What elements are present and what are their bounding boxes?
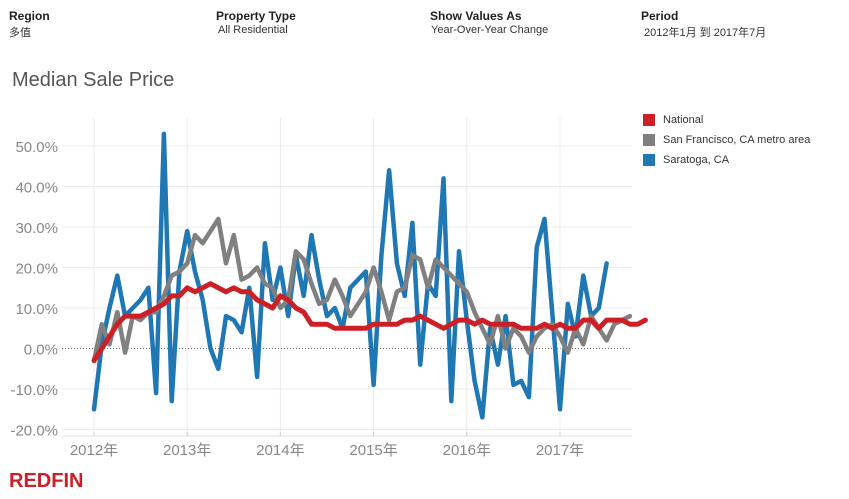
x-tick-label: 2017年 bbox=[536, 442, 584, 459]
legend-item-saratoga[interactable]: Saratoga, CA bbox=[643, 150, 810, 170]
x-tick-label: 2012年 bbox=[70, 442, 118, 459]
legend-swatch-san-francisco bbox=[643, 134, 655, 146]
filter-show-values-as-value[interactable]: Year-Over-Year Change bbox=[431, 24, 549, 36]
filter-show-values-as[interactable]: Show Values As Year-Over-Year Change bbox=[430, 9, 548, 36]
legend-swatch-national bbox=[643, 114, 655, 126]
y-tick-label: 0.0% bbox=[24, 342, 58, 359]
legend-swatch-saratoga bbox=[643, 154, 655, 166]
y-tick-label: 10.0% bbox=[15, 301, 58, 318]
filter-region[interactable]: Region 多值 bbox=[9, 9, 50, 40]
y-tick-label: 40.0% bbox=[15, 180, 58, 197]
chart-gridlines bbox=[62, 118, 632, 436]
chart-series bbox=[91, 131, 648, 420]
chart-title: Median Sale Price bbox=[12, 69, 175, 91]
y-tick-label: 50.0% bbox=[15, 139, 58, 156]
series-line-san-francisco[interactable] bbox=[91, 216, 633, 363]
y-tick-label: -10.0% bbox=[10, 382, 58, 399]
x-tick-label: 2014年 bbox=[256, 442, 304, 459]
filter-region-label: Region bbox=[9, 9, 50, 23]
filter-period[interactable]: Period 2012年1月 到 2017年7月 bbox=[641, 9, 766, 40]
legend-item-national[interactable]: National bbox=[643, 110, 810, 130]
filter-period-value[interactable]: 2012年1月 到 2017年7月 bbox=[644, 27, 767, 39]
x-axis: 2012年 2013年 2014年 2015年 2016年 2017年 bbox=[62, 432, 632, 459]
y-tick-label: 30.0% bbox=[15, 220, 58, 237]
legend-label-saratoga: Saratoga, CA bbox=[663, 154, 730, 166]
filter-property-type[interactable]: Property Type All Residential bbox=[216, 9, 296, 36]
legend-label-national: National bbox=[663, 114, 704, 126]
chart-legend: National San Francisco, CA metro area Sa… bbox=[643, 110, 810, 170]
series-line-national[interactable] bbox=[91, 281, 648, 364]
filter-show-values-as-label: Show Values As bbox=[430, 9, 522, 23]
y-tick-label: -20.0% bbox=[10, 423, 58, 440]
redfin-logo[interactable]: REDFIN bbox=[9, 470, 84, 492]
y-tick-label: 20.0% bbox=[15, 261, 58, 278]
filter-period-label: Period bbox=[641, 9, 679, 23]
x-tick-label: 2016年 bbox=[443, 442, 491, 459]
legend-item-san-francisco[interactable]: San Francisco, CA metro area bbox=[643, 130, 810, 150]
x-tick-label: 2015年 bbox=[349, 442, 397, 459]
legend-label-san-francisco: San Francisco, CA metro area bbox=[663, 134, 811, 146]
y-axis: -20.0% -10.0% 0.0% 10.0% 20.0% 30.0% 40.0% 50.0… bbox=[10, 139, 58, 440]
filter-region-value[interactable]: 多值 bbox=[9, 27, 31, 39]
filter-property-type-value[interactable]: All Residential bbox=[218, 24, 288, 36]
filter-property-type-label: Property Type bbox=[216, 9, 296, 23]
x-tick-label: 2013年 bbox=[163, 442, 211, 459]
